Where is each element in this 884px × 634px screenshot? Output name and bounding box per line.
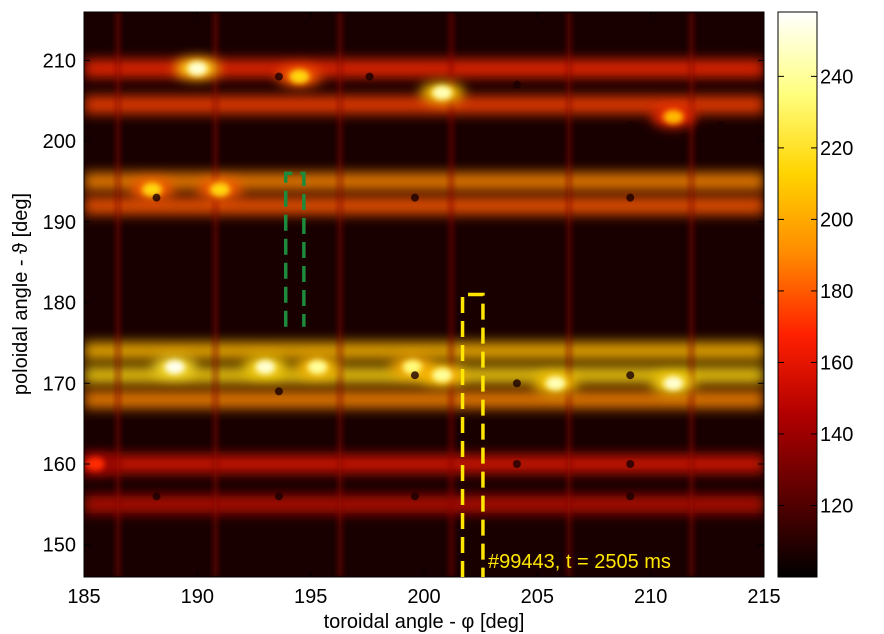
tile-hole xyxy=(512,379,521,388)
colorbar-tick-label: 120 xyxy=(820,495,853,517)
shot-annotation: #99443, t = 2505 ms xyxy=(488,551,671,573)
hot-spot xyxy=(187,61,208,76)
hot-spot xyxy=(402,360,423,375)
tile-boundary xyxy=(689,12,694,577)
hot-spot xyxy=(210,182,230,197)
tile-hole xyxy=(274,387,283,396)
tile-boundaries xyxy=(116,12,694,577)
tile-hole xyxy=(274,72,283,81)
bright-band xyxy=(84,495,764,514)
tile-hole xyxy=(152,492,161,501)
y-axis-ticks: 150 160 170 180 190 200 210 xyxy=(43,50,764,557)
tile-hole xyxy=(410,371,419,380)
hot-spot xyxy=(164,360,185,375)
bright-band xyxy=(84,196,764,215)
colorbar-tick-label: 180 xyxy=(820,281,853,303)
tile-hole xyxy=(626,460,635,468)
tile-hole xyxy=(626,193,635,202)
tile-hole xyxy=(512,80,521,89)
hot-spots xyxy=(84,58,696,474)
tile-hole xyxy=(410,492,419,501)
y-tick-label: 170 xyxy=(43,373,76,395)
yellow-dashed-box xyxy=(460,292,485,577)
colorbar-ticks: 120 140 160 180 200 220 240 xyxy=(778,66,853,517)
x-tick-label: 200 xyxy=(407,586,440,608)
hot-spot xyxy=(142,182,162,197)
bright-band xyxy=(84,95,764,114)
x-tick-label: 190 xyxy=(181,586,214,608)
hot-spot xyxy=(255,360,276,375)
y-tick-label: 160 xyxy=(43,454,76,476)
x-tick-label: 210 xyxy=(634,586,667,608)
x-tick-label: 195 xyxy=(294,586,327,608)
tile-hole xyxy=(152,193,161,202)
dashed-markers xyxy=(283,171,485,577)
hot-spot xyxy=(545,376,566,391)
hot-spot xyxy=(289,69,310,84)
y-tick-label: 150 xyxy=(43,535,76,557)
hot-spot xyxy=(663,109,684,124)
colorbar-tick-label: 140 xyxy=(820,424,853,446)
y-tick-label: 210 xyxy=(43,50,76,72)
tile-holes xyxy=(152,72,725,501)
tile-hole xyxy=(365,72,374,81)
tile-hole xyxy=(274,492,283,501)
bright-band xyxy=(84,390,764,409)
green-dashed-box xyxy=(283,171,306,327)
colorbar-tick-label: 200 xyxy=(820,209,853,231)
tile-hole xyxy=(410,193,419,202)
y-tick-label: 190 xyxy=(43,212,76,234)
x-axis-ticks: 185 190 195 200 205 210 215 xyxy=(67,12,781,608)
y-axis-label: poloidal angle - ϑ [deg] xyxy=(10,193,32,395)
x-tick-label: 215 xyxy=(747,586,780,608)
x-tick-label: 205 xyxy=(521,586,554,608)
tile-boundary xyxy=(338,12,343,577)
y-tick-label: 200 xyxy=(43,131,76,153)
tile-hole xyxy=(626,371,635,380)
tile-boundary xyxy=(567,12,572,577)
x-axis-label: toroidal angle - φ [deg] xyxy=(324,611,525,633)
colorbar-tick-label: 160 xyxy=(820,352,853,374)
hot-spot xyxy=(307,360,328,375)
colorbar: 120 140 160 180 200 220 240 xyxy=(777,11,853,578)
bright-band xyxy=(84,455,764,473)
hot-spot xyxy=(432,368,453,383)
tile-boundary xyxy=(116,12,120,577)
colorbar-tick-label: 220 xyxy=(820,138,853,160)
bright-bands xyxy=(84,59,764,514)
tile-hole xyxy=(626,492,635,501)
hot-spot xyxy=(663,376,684,391)
bright-band xyxy=(84,172,764,191)
bright-band xyxy=(84,59,764,78)
x-tick-label: 185 xyxy=(67,586,100,608)
colorbar-tick-label: 240 xyxy=(820,66,853,88)
y-tick-label: 180 xyxy=(43,293,76,315)
bright-band xyxy=(84,342,764,360)
tile-boundary xyxy=(213,12,218,577)
tile-hole xyxy=(626,121,635,129)
tile-boundary xyxy=(449,12,454,577)
tile-hole xyxy=(512,460,521,468)
heatmap-plot-area xyxy=(84,12,764,577)
colorbar-gradient xyxy=(777,11,818,578)
hot-spot xyxy=(432,85,453,100)
tile-hole xyxy=(716,121,725,129)
hot-spot xyxy=(85,457,106,471)
